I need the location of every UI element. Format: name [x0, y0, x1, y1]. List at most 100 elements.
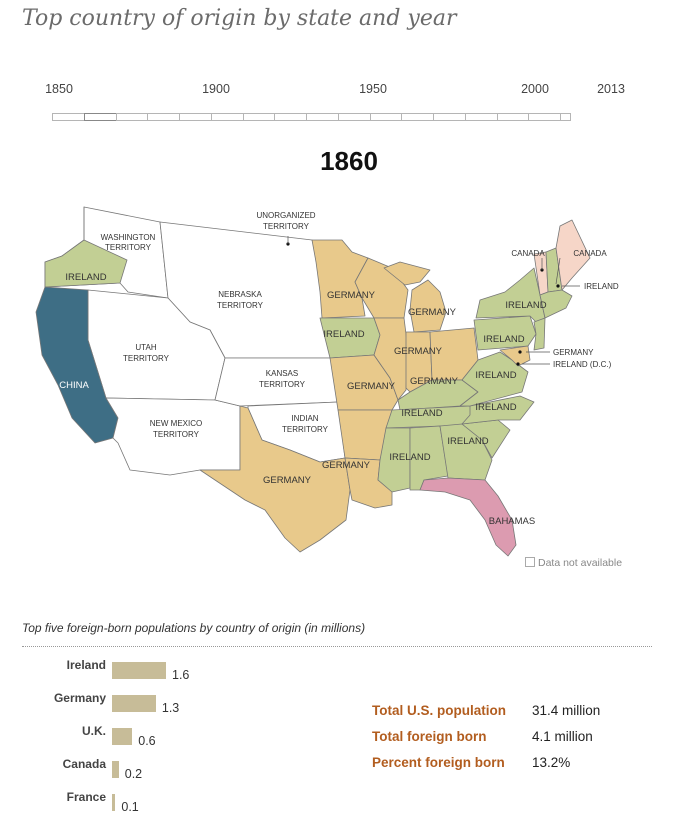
stat-label: Total foreign born: [372, 729, 487, 744]
region-maryland[interactable]: [499, 345, 531, 367]
bar-category-label: Germany: [53, 691, 106, 705]
timeline-segment-1910[interactable]: [242, 113, 276, 121]
bar-category-label: France: [66, 790, 106, 804]
timeline-segment-1880[interactable]: [147, 113, 181, 121]
label-minnesota: GERMANY: [327, 290, 376, 301]
page-title: Top country of origin by state and year: [22, 6, 457, 31]
bar: [112, 662, 166, 679]
label-new-mexico-territory-1: NEW MEXICO: [150, 419, 202, 428]
label-indian-territory-2: TERRITORY: [282, 425, 329, 434]
label-vermont: CANADA: [511, 249, 545, 258]
bar-row-uk: U.K. 0.6: [0, 722, 300, 748]
label-washington-territory-1: WASHINGTON: [101, 233, 156, 242]
label-new-york: IRELAND: [505, 300, 546, 311]
label-michigan: GERMANY: [408, 307, 457, 318]
timeline-segment-1860[interactable]: [83, 113, 117, 121]
timeline-segment-1950[interactable]: [369, 113, 403, 121]
bar-value-label: 0.1: [121, 800, 139, 814]
region-michigan[interactable]: [409, 279, 447, 333]
bar-category-label: U.K.: [82, 724, 106, 738]
label-missouri: GERMANY: [347, 381, 396, 392]
label-california: CHINA: [59, 380, 89, 391]
label-dc: IRELAND (D.C.): [553, 360, 612, 369]
us-map: WASHINGTON TERRITORY UNORGANIZED TERRITO…: [35, 206, 619, 557]
timeline-segment-1980[interactable]: [464, 113, 498, 121]
label-oregon: IRELAND: [65, 272, 106, 283]
label-georgia: IRELAND: [447, 436, 488, 447]
label-utah-territory-1: UTAH: [135, 343, 156, 352]
label-unorganized-territory-1: UNORGANIZED: [256, 211, 315, 220]
bar: [112, 761, 119, 778]
stat-label: Total U.S. population: [372, 703, 506, 718]
timeline-segment-1850[interactable]: [52, 113, 85, 121]
region-virginia[interactable]: [459, 351, 529, 407]
bar-row-ireland: Ireland 1.6: [0, 656, 300, 682]
region-north-carolina[interactable]: [461, 395, 535, 425]
label-nebraska-territory-2: TERRITORY: [217, 301, 264, 310]
label-utah-territory-2: TERRITORY: [123, 354, 170, 363]
timeline-segment-1890[interactable]: [179, 113, 212, 121]
bar-category-label: Canada: [62, 757, 106, 771]
timeline-segment-1960[interactable]: [401, 113, 435, 121]
timeline-segment-2000[interactable]: [528, 113, 562, 121]
timeline-segment-2010[interactable]: [560, 113, 571, 121]
timeline-segment-1900[interactable]: [210, 113, 244, 121]
stat-value: 31.4 million: [532, 703, 601, 718]
label-kentucky: IRELAND: [401, 408, 442, 419]
label-maryland: GERMANY: [553, 348, 594, 357]
timeline-segment-1990[interactable]: [496, 113, 530, 121]
label-unorganized-territory-2: TERRITORY: [263, 222, 310, 231]
label-kansas-territory-1: KANSAS: [266, 369, 298, 378]
timeline-label-2013: 2013: [597, 82, 625, 96]
selected-year: 1860: [320, 146, 378, 176]
region-new-england-south[interactable]: [539, 289, 573, 319]
region-new-jersey[interactable]: [533, 317, 546, 351]
region-new-york[interactable]: [475, 267, 546, 323]
bar-category-label: Ireland: [66, 658, 106, 672]
bar: [112, 728, 133, 745]
bar-value-label: 0.6: [138, 734, 156, 748]
timeline-segment-1870[interactable]: [115, 113, 149, 121]
label-new-mexico-territory-2: TERRITORY: [153, 430, 200, 439]
bar-row-canada: Canada 0.2: [0, 755, 300, 781]
timeline-label-1950: 1950: [359, 82, 387, 96]
legend-data-not-available: Data not available: [525, 557, 622, 569]
region-oregon[interactable]: [44, 206, 128, 288]
label-ohio: GERMANY: [410, 376, 459, 387]
chart-title: Top five foreign-born populations by cou…: [22, 621, 366, 635]
region-michigan-upper[interactable]: [383, 261, 431, 286]
timeline-segment-1940[interactable]: [337, 113, 371, 121]
label-indiana: GERMANY: [394, 346, 443, 357]
timeline-label-2000: 2000: [521, 82, 549, 96]
label-mississippi: IRELAND: [389, 452, 430, 463]
label-virginia: IRELAND: [475, 370, 516, 381]
year-timeline-slider[interactable]: [52, 113, 592, 122]
divider: [22, 646, 652, 647]
stat-label: Percent foreign born: [372, 755, 505, 770]
legend-text: Data not available: [538, 557, 623, 569]
bar-value-label: 1.3: [161, 701, 180, 715]
label-florida: BAHAMAS: [489, 516, 535, 527]
region-florida[interactable]: [419, 477, 517, 557]
timeline-segment-1930[interactable]: [306, 113, 339, 121]
region-california[interactable]: [35, 286, 119, 444]
bar-row-france: France 0.1: [0, 788, 300, 814]
label-north-carolina: IRELAND: [475, 402, 516, 413]
label-indian-territory-1: INDIAN: [291, 414, 318, 423]
timeline-segment-1970[interactable]: [433, 113, 466, 121]
legend-swatch-empty: [525, 557, 535, 567]
label-maine: CANADA: [573, 249, 607, 258]
label-kansas-territory-2: TERRITORY: [259, 380, 306, 389]
map-labels: WASHINGTON TERRITORY UNORGANIZED TERRITO…: [59, 211, 619, 527]
bar-row-germany: Germany 1.3: [0, 689, 300, 715]
bar: [112, 794, 116, 811]
label-new-england: IRELAND: [584, 282, 619, 291]
timeline-segment-1920[interactable]: [274, 113, 308, 121]
stat-value: 13.2%: [532, 755, 571, 770]
label-washington-territory-2: TERRITORY: [105, 243, 152, 252]
timeline-label-1850: 1850: [45, 82, 73, 96]
label-arkansas: GERMANY: [322, 460, 371, 471]
region-texas[interactable]: [199, 405, 351, 553]
bar-value-label: 0.2: [124, 767, 143, 781]
bar: [112, 695, 156, 712]
